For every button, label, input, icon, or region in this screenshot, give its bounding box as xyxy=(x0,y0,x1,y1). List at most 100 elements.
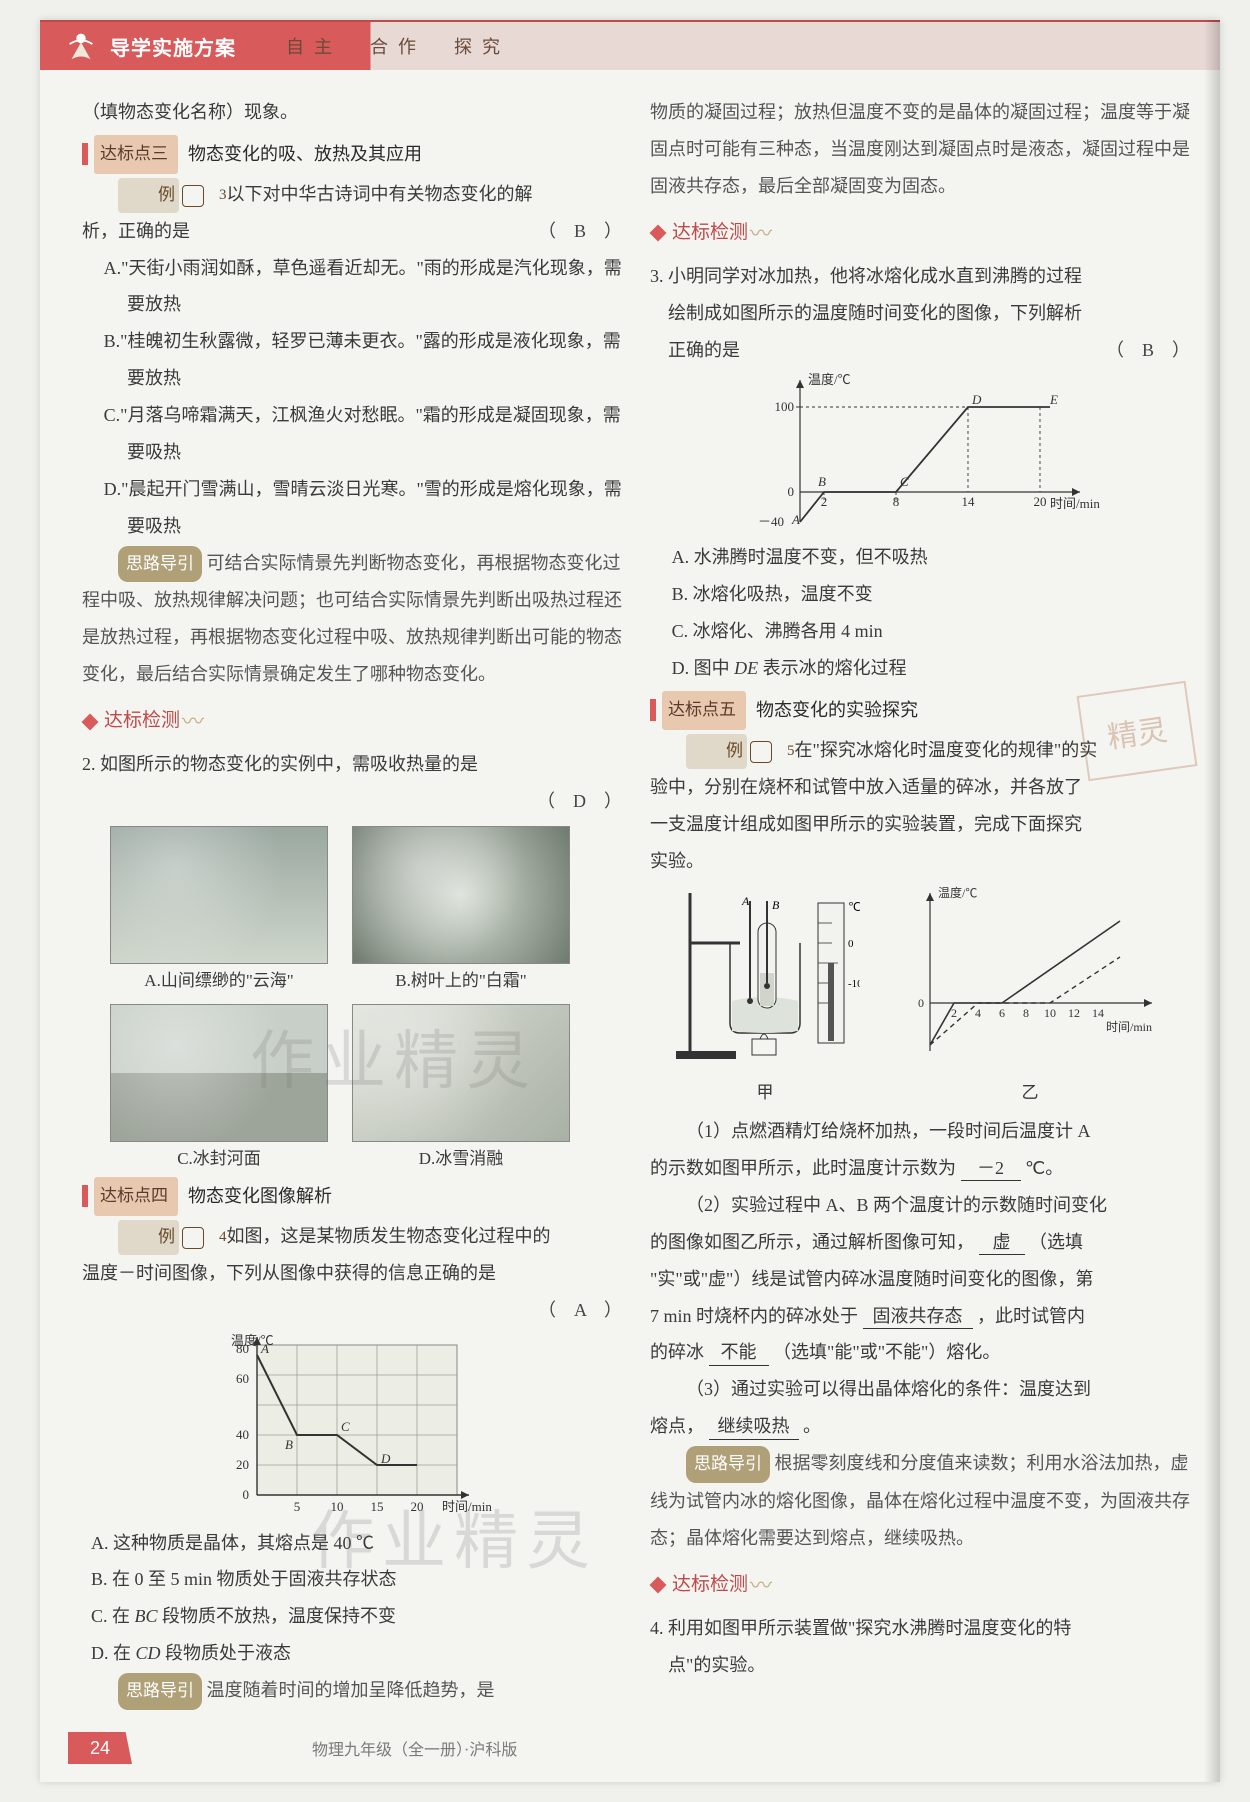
svg-text:2: 2 xyxy=(821,494,828,509)
svg-text:60: 60 xyxy=(236,1371,249,1386)
q3-opt-c: C. 冰熔化、沸腾各用 4 min xyxy=(650,613,1190,650)
svg-text:B: B xyxy=(772,898,780,912)
p2-line5: 的碎冰 不能 （选填"能"或"不能"）熔化。 xyxy=(650,1334,1190,1371)
svg-text:0: 0 xyxy=(918,996,924,1010)
p1-b: 的示数如图甲所示，此时温度计示数为 xyxy=(650,1158,956,1178)
example-tag: 例 xyxy=(118,1220,179,1255)
apparatus-row: A B ℃ 0 -10 xyxy=(650,879,1190,1113)
q2-cap-a: A.山间缥缈的"云海" xyxy=(110,964,328,994)
p2-fill1: 虚 xyxy=(979,1231,1025,1255)
p2-line1: （2）实验过程中 A、B 两个温度计的示数随时间变化 xyxy=(650,1187,1190,1224)
content-columns: （填物态变化名称）现象。 达标点三 物态变化的吸、放热及其应用 例3 以下对中华… xyxy=(40,70,1220,1710)
red-bar-icon xyxy=(82,1185,88,1207)
p2-b: 的图像如图乙所示，通过解析图像可知， xyxy=(650,1232,974,1252)
apparatus-right: 0 2 4 6 8 10 12 14 时间/min 温度/℃ 乙 xyxy=(890,883,1170,1111)
section-5-label: 达标点五 xyxy=(662,691,746,730)
check-row-right-2: 达标检测 〰 xyxy=(650,1563,1190,1608)
q2-answer: （ D ） xyxy=(82,783,622,820)
guide-5-block: 思路导引 根据零刻度线和分度值来读数；利用水浴法加热，虚线为试管内冰的熔化图像，… xyxy=(650,1445,1190,1557)
ex3-stem-a: 以下对中华古诗词中有关物态变化的解 xyxy=(227,184,533,204)
ex3-opt-d: D."晨起开门雪满山，雪晴云淡日光寒。"雪的形成是熔化现象，需要吸热 xyxy=(82,471,622,545)
ex5-stem-c: 一支温度计组成如图甲所示的实验装置，完成下面探究 xyxy=(650,806,1190,843)
ex4-answer: （ A ） xyxy=(82,1292,622,1329)
ex3-opt-b: B."桂魄初生秋露微，轻罗已薄未更衣。"露的形成是液化现象，需要放热 xyxy=(82,323,622,397)
header-subtitle: 自主 合作 探究 xyxy=(286,33,510,59)
q3-opt-d: D. 图中 DE 表示冰的熔化过程 xyxy=(650,650,1190,687)
page-number: 24 xyxy=(68,1732,132,1764)
photo-frost xyxy=(352,826,570,964)
ex4-opt-a: A. 这种物质是晶体，其熔点是 40 ℃ xyxy=(82,1525,622,1562)
p3-fill: 继续吸热 xyxy=(709,1415,799,1439)
svg-text:20: 20 xyxy=(236,1457,249,1472)
svg-text:时间/min: 时间/min xyxy=(1050,496,1100,511)
ex5-stem-b: 验中，分别在烧杯和试管中放入适量的碎冰，并各放了 xyxy=(650,769,1190,806)
p1-line2: 的示数如图甲所示，此时温度计示数为 －2 ℃。 xyxy=(650,1150,1190,1187)
svg-text:时间/min: 时间/min xyxy=(442,1499,492,1514)
p2-fill2: 固液共存态 xyxy=(863,1305,973,1329)
photo-snow xyxy=(352,1004,570,1142)
example-4-line1: 例4 如图，这是某物质发生物态变化过程中的 xyxy=(82,1218,622,1255)
wave-icon: 〰 xyxy=(750,211,768,256)
svg-text:4: 4 xyxy=(975,1006,981,1020)
p1-c: ℃。 xyxy=(1025,1158,1063,1178)
svg-text:时间/min: 时间/min xyxy=(1106,1020,1152,1034)
q2-image-grid: A.山间缥缈的"云海" B.树叶上的"白霜" C.冰封河面 D.冰雪消融 xyxy=(82,820,622,1173)
svg-text:A: A xyxy=(260,1341,269,1356)
example-5-line1: 例5 在"探究冰熔化时温度变化的规律"的实 xyxy=(650,732,1190,769)
right-cont-text: 物质的凝固过程；放热但温度不变的是晶体的凝固过程；温度等于凝固点时可能有三种态，… xyxy=(650,94,1190,205)
svg-text:2: 2 xyxy=(951,1006,957,1020)
right-column: 物质的凝固过程；放热但温度不变的是晶体的凝固过程；温度等于凝固点时可能有三种态，… xyxy=(650,94,1190,1710)
p2-line3: "实"或"虚"）线是试管内碎冰温度随时间变化的图像，第 xyxy=(650,1261,1190,1298)
q3-stem-a: 3. 小明同学对冰加热，他将冰熔化成水直到沸腾的过程 xyxy=(650,258,1190,295)
q3-line3: 正确的是 （ B ） xyxy=(650,332,1190,369)
red-bar-icon xyxy=(650,699,656,721)
ex3-stem-b: 析，正确的是 xyxy=(82,213,190,250)
ex4-stem-a: 如图，这是某物质发生物态变化过程中的 xyxy=(227,1226,551,1246)
svg-text:20: 20 xyxy=(411,1499,424,1514)
guide-5-tag: 思路导引 xyxy=(686,1446,770,1483)
guide-4-block: 思路导引 温度随着时间的增加呈降低趋势，是 xyxy=(82,1672,622,1710)
q3-stem-c: 正确的是 xyxy=(650,332,740,369)
check-label-r2: 达标检测 xyxy=(672,1566,748,1605)
fig-cap-left: 甲 xyxy=(670,1076,860,1111)
q3-opt-b: B. 冰熔化吸热，温度不变 xyxy=(650,576,1190,613)
q2-cap-d: D.冰雪消融 xyxy=(352,1142,570,1172)
svg-text:100: 100 xyxy=(775,399,795,414)
p2-e: 7 min 时烧杯内的碎冰处于 xyxy=(650,1306,858,1326)
q3-stem-b: 绘制成如图所示的温度随时间变化的图像，下列解析 xyxy=(650,295,1190,332)
section-4-title: 物态变化图像解析 xyxy=(188,1178,332,1215)
svg-text:14: 14 xyxy=(962,494,976,509)
svg-text:10: 10 xyxy=(331,1499,344,1514)
diamond-icon xyxy=(650,1577,667,1594)
p2-f: ，此时试管内 xyxy=(977,1306,1085,1326)
q2-img-c: C.冰封河面 xyxy=(110,1004,328,1172)
diamond-icon xyxy=(82,713,99,730)
q3-opt-a: A. 水沸腾时温度不变，但不吸热 xyxy=(650,539,1190,576)
example-3-line1: 例3 以下对中华古诗词中有关物态变化的解 xyxy=(82,176,622,213)
svg-text:5: 5 xyxy=(294,1499,301,1514)
svg-text:A: A xyxy=(791,512,800,527)
p3-line2: 熔点， 继续吸热 。 xyxy=(650,1408,1190,1445)
svg-text:C: C xyxy=(900,474,909,489)
p3-c: 。 xyxy=(803,1416,821,1436)
p1-fill: －2 xyxy=(961,1157,1021,1181)
photo-clouds xyxy=(110,826,328,964)
p2-line2: 的图像如图乙所示，通过解析图像可知， 虚 （选填 xyxy=(650,1224,1190,1261)
check-label-r1: 达标检测 xyxy=(672,214,748,253)
ex3-line2: 析，正确的是 （ B ） xyxy=(82,213,622,250)
chart-q3: 0 100 －40 2 8 14 20 时间/min 温度/℃ A B C D … xyxy=(750,372,1110,537)
svg-text:8: 8 xyxy=(893,494,900,509)
svg-text:8: 8 xyxy=(1023,1006,1029,1020)
guide-4-tag: 思路导引 xyxy=(118,1673,202,1710)
header-title: 导学实施方案 xyxy=(110,32,236,61)
p2-line4: 7 min 时烧杯内的碎冰处于 固液共存态 ，此时试管内 xyxy=(650,1298,1190,1335)
section-4-label: 达标点四 xyxy=(94,1177,178,1216)
svg-text:温度/℃: 温度/℃ xyxy=(938,885,977,900)
q4-b: 点"的实验。 xyxy=(650,1647,1190,1684)
logo-icon xyxy=(62,27,100,65)
q2-img-a: A.山间缥缈的"云海" xyxy=(110,826,328,994)
svg-text:E: E xyxy=(1049,392,1058,407)
ex3-opt-a: A."天街小雨润如酥，草色遥看近却无。"雨的形成是汽化现象，需要放热 xyxy=(82,250,622,324)
p2-g: 的碎冰 xyxy=(650,1342,704,1362)
ex3-answer: （ B ） xyxy=(538,213,622,250)
